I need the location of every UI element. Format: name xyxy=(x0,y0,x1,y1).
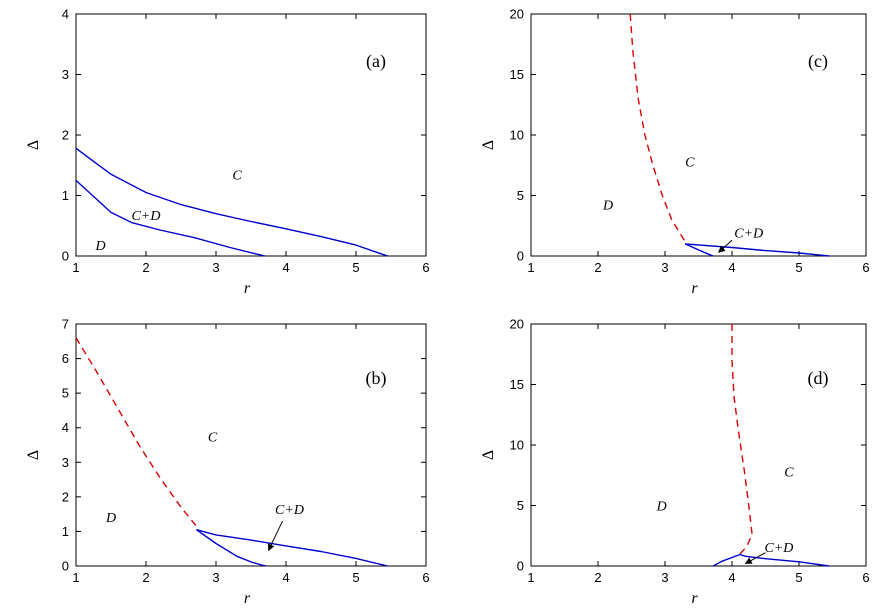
panel-d: 1 2 3 4 5 6 0 5 10 15 20 r Δ C C+D D (d) xyxy=(480,317,870,608)
panel-c: 1 2 3 4 5 6 0 5 10 15 20 r Δ C C+D D (c) xyxy=(480,7,870,298)
x-tick-label: 4 xyxy=(282,260,289,275)
y-tick-label: 4 xyxy=(62,420,69,435)
plot-frame xyxy=(530,323,867,567)
y-tick-label: 15 xyxy=(510,377,524,392)
panel-label: (c) xyxy=(808,51,828,72)
x-tick-label: 5 xyxy=(352,260,359,275)
region-label: C+D xyxy=(734,226,763,241)
annotation-arrow xyxy=(744,552,766,565)
y-tick-label: 20 xyxy=(510,7,524,22)
y-tick-label: 2 xyxy=(62,128,69,143)
y-tick-label: 10 xyxy=(510,438,524,453)
x-tick-label: 6 xyxy=(422,260,429,275)
y-tick-label: 2 xyxy=(62,489,69,504)
x-tick-label: 6 xyxy=(862,570,869,585)
region-label: C xyxy=(685,156,695,171)
y-tick-label: 5 xyxy=(517,498,524,513)
y-axis-label: Δ xyxy=(480,450,497,460)
annotation-arrow xyxy=(268,520,283,552)
region-label: C xyxy=(208,430,218,445)
x-tick-label: 4 xyxy=(728,570,735,585)
solid-boundary-line xyxy=(712,553,830,567)
x-tick-label: 6 xyxy=(862,260,869,275)
x-tick-label: 3 xyxy=(212,260,219,275)
x-tick-label: 5 xyxy=(352,570,359,585)
y-tick-label: 15 xyxy=(510,67,524,82)
x-tick-label: 6 xyxy=(422,570,429,585)
x-tick-label: 1 xyxy=(527,260,534,275)
y-tick-label: 6 xyxy=(62,351,69,366)
y-tick-label: 10 xyxy=(510,128,524,143)
x-tick-label: 5 xyxy=(795,260,802,275)
region-label: C xyxy=(784,466,794,481)
solid-boundary-line xyxy=(196,529,388,567)
y-tick-label: 0 xyxy=(517,249,524,264)
region-label: D xyxy=(602,199,613,214)
panel-label: (b) xyxy=(366,368,387,389)
panel-label: (d) xyxy=(808,368,829,389)
plot-frame xyxy=(75,323,427,567)
x-axis-label: r xyxy=(244,590,251,607)
x-tick-label: 3 xyxy=(212,570,219,585)
y-tick-label: 7 xyxy=(62,317,69,332)
x-tick-label: 1 xyxy=(527,570,534,585)
x-tick-label: 2 xyxy=(594,570,601,585)
region-label: D xyxy=(656,500,667,515)
region-label: C+D xyxy=(764,541,793,556)
solid-boundary-line xyxy=(75,147,388,257)
y-tick-label: 0 xyxy=(62,249,69,264)
y-tick-label: 0 xyxy=(517,559,524,574)
dashed-boundary-line xyxy=(629,13,686,242)
region-label: C xyxy=(232,168,242,183)
x-axis-label: r xyxy=(244,280,251,297)
x-tick-label: 2 xyxy=(142,570,149,585)
x-tick-label: 1 xyxy=(72,260,79,275)
y-tick-label: 3 xyxy=(62,455,69,470)
x-tick-label: 2 xyxy=(142,260,149,275)
y-tick-label: 5 xyxy=(62,386,69,401)
region-label: C+D xyxy=(275,503,304,518)
region-label: C+D xyxy=(132,209,161,224)
y-tick-label: 1 xyxy=(62,188,69,203)
y-tick-label: 0 xyxy=(62,559,69,574)
y-axis-label: Δ xyxy=(25,140,42,150)
y-tick-label: 4 xyxy=(62,7,69,22)
x-axis-label: r xyxy=(691,590,698,607)
x-tick-label: 5 xyxy=(795,570,802,585)
y-axis-label: Δ xyxy=(480,140,497,150)
dashed-boundary-line xyxy=(731,324,753,555)
solid-boundary-line xyxy=(195,529,267,567)
x-tick-label: 3 xyxy=(661,570,668,585)
solid-boundary-line xyxy=(685,243,830,257)
solid-boundary-line xyxy=(684,243,714,257)
y-tick-label: 5 xyxy=(517,188,524,203)
region-label: D xyxy=(105,511,116,526)
solid-boundary-line xyxy=(75,179,266,257)
y-tick-label: 20 xyxy=(510,317,524,332)
y-axis-label: Δ xyxy=(25,450,42,460)
dashed-boundary-line xyxy=(75,337,197,527)
y-tick-label: 3 xyxy=(62,67,69,82)
y-tick-label: 1 xyxy=(62,524,69,539)
x-tick-label: 1 xyxy=(72,570,79,585)
panel-label: (a) xyxy=(366,51,386,72)
x-tick-label: 2 xyxy=(594,260,601,275)
x-axis-label: r xyxy=(691,280,698,297)
x-tick-label: 4 xyxy=(282,570,289,585)
annotation-arrow xyxy=(718,239,733,253)
region-label: D xyxy=(94,239,105,254)
x-tick-label: 4 xyxy=(728,260,735,275)
x-tick-label: 3 xyxy=(661,260,668,275)
